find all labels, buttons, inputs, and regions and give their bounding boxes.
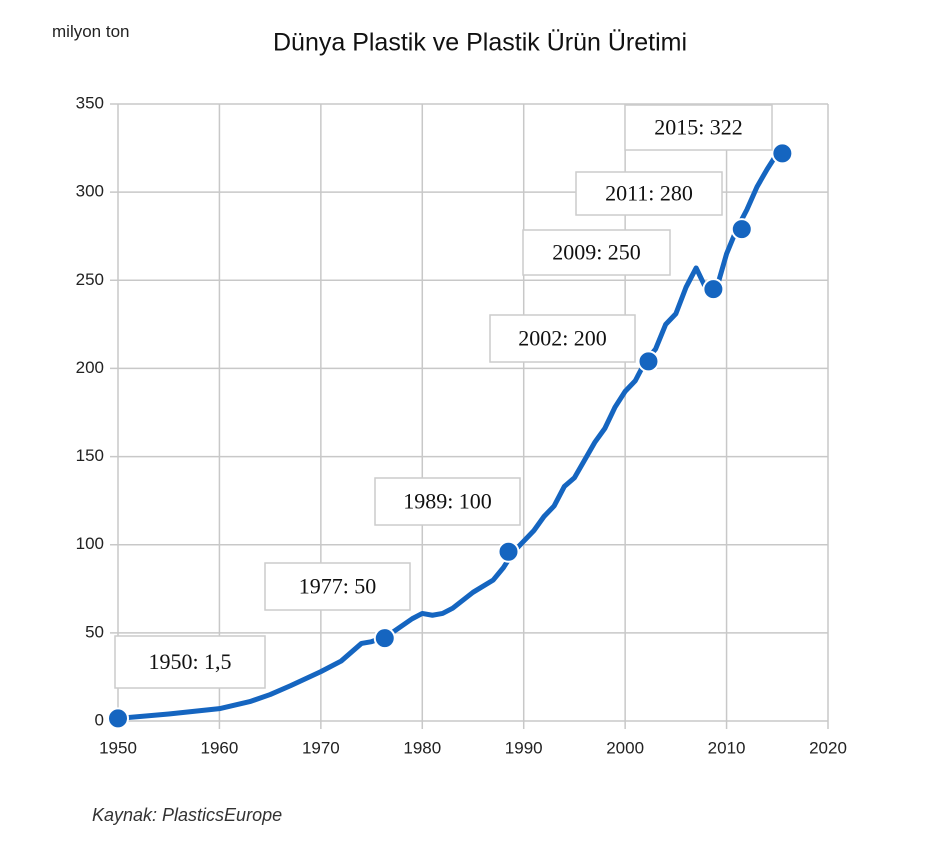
x-tick-label: 2020 bbox=[809, 738, 847, 757]
annotation: 2011: 280 bbox=[605, 181, 693, 206]
annotation: 2015: 322 bbox=[654, 115, 743, 140]
y-axis-label: milyon ton bbox=[52, 22, 130, 41]
annotation: 1950: 1,5 bbox=[148, 649, 231, 674]
y-tick-label: 250 bbox=[76, 270, 104, 289]
annotation-box bbox=[522, 229, 671, 276]
annotation-box bbox=[374, 477, 521, 526]
source: Kaynak: PlasticsEurope bbox=[92, 805, 283, 825]
y-tick-label: 300 bbox=[76, 182, 104, 201]
x-tick-label: 1950 bbox=[99, 738, 137, 757]
annotation: 1977: 50 bbox=[299, 574, 377, 599]
annotation-box bbox=[489, 314, 636, 363]
y-tick-label: 50 bbox=[85, 622, 104, 641]
x-tick-label: 1960 bbox=[201, 738, 239, 757]
point-marker bbox=[107, 707, 129, 730]
point-marker bbox=[637, 350, 660, 373]
y-tick-label: 150 bbox=[76, 446, 104, 465]
point-marker bbox=[373, 627, 396, 650]
chart-title: Dünya Plastik ve Plastik Ürün Üretimi bbox=[273, 29, 687, 57]
point-marker bbox=[730, 218, 753, 241]
annotation: 2009: 250 bbox=[552, 240, 641, 265]
point-marker bbox=[702, 278, 725, 301]
x-tick-label: 1970 bbox=[302, 738, 340, 757]
annotation-box bbox=[264, 562, 411, 611]
point-marker bbox=[497, 540, 520, 563]
x-tick-label: 2000 bbox=[606, 738, 644, 757]
annotation-box bbox=[575, 171, 723, 216]
y-tick-label: 200 bbox=[76, 358, 104, 377]
x-tick-label: 1980 bbox=[403, 738, 441, 757]
annotation: 1989: 100 bbox=[403, 489, 492, 514]
x-tick-label: 2010 bbox=[708, 738, 746, 757]
annotation-box bbox=[624, 104, 773, 151]
x-tick-label: 1990 bbox=[505, 738, 543, 757]
y-tick-label: 350 bbox=[76, 93, 104, 112]
annotation-box bbox=[114, 635, 266, 689]
annotation: 2002: 200 bbox=[518, 326, 607, 351]
y-tick-label: 0 bbox=[95, 710, 104, 729]
point-marker bbox=[771, 142, 794, 165]
line bbox=[117, 152, 780, 721]
y-tick-label: 100 bbox=[76, 534, 104, 553]
